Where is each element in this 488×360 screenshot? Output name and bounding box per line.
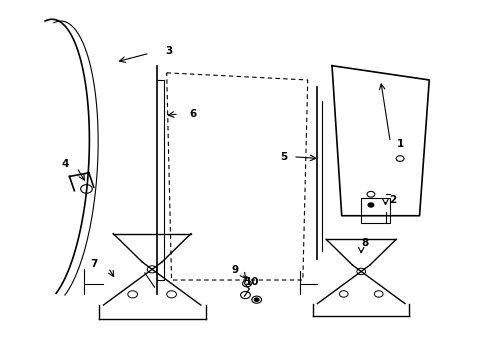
Text: 2: 2 <box>388 195 396 204</box>
Circle shape <box>254 298 259 301</box>
Text: 4: 4 <box>62 159 69 169</box>
Text: 5: 5 <box>279 152 286 162</box>
Text: 1: 1 <box>396 139 403 149</box>
Circle shape <box>367 203 373 207</box>
Text: 6: 6 <box>189 109 197 118</box>
Text: 3: 3 <box>165 46 172 56</box>
Bar <box>361 198 389 223</box>
Text: 10: 10 <box>244 277 259 287</box>
Text: 9: 9 <box>231 265 238 275</box>
Text: 8: 8 <box>361 238 368 248</box>
Text: 7: 7 <box>90 259 97 269</box>
